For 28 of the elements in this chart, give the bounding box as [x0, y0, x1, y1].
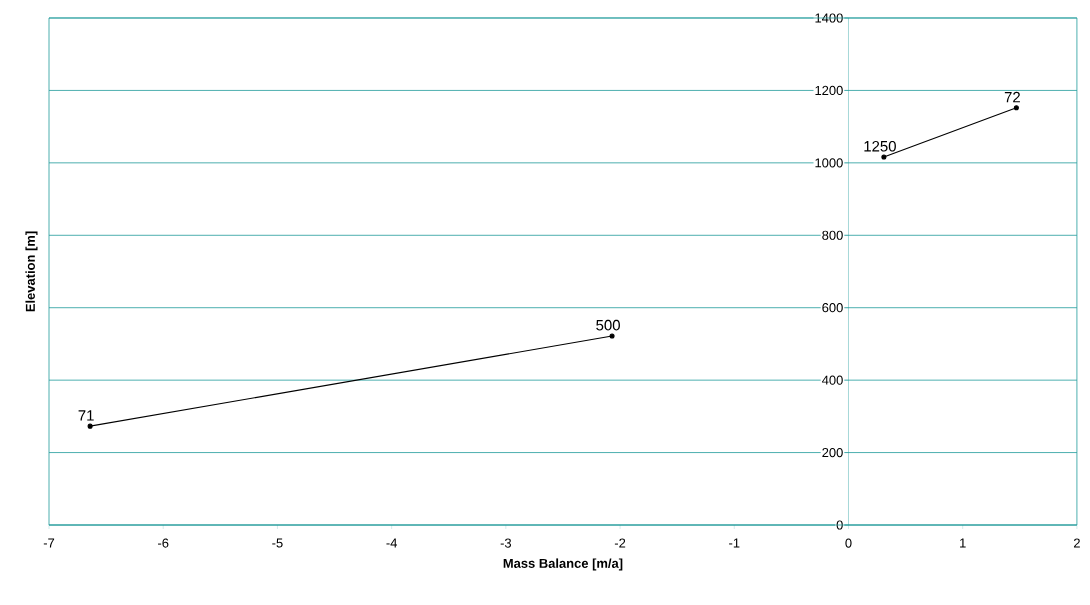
x-axis-title: Mass Balance [m/a]	[503, 558, 623, 571]
annotation: 71	[78, 410, 94, 421]
y-tick-label: 1000	[815, 158, 843, 168]
y-tick-label: 1400	[815, 13, 843, 23]
x-tick-label: 0	[845, 538, 852, 548]
annotation: 1250	[864, 140, 896, 152]
x-tick-label: -1	[729, 538, 740, 548]
point	[1013, 105, 1019, 111]
y-tick-label: 1200	[815, 85, 843, 96]
y-axis-title: Elevation [m]	[25, 231, 38, 312]
x-tick-label: 2	[1073, 538, 1080, 548]
y-tick-label: 600	[822, 303, 843, 313]
point	[881, 154, 887, 160]
x-tick-label: -6	[158, 538, 169, 548]
x-tick-label: -2	[614, 538, 626, 548]
y-tick-label: 200	[822, 447, 843, 458]
y-tick-label: 400	[821, 375, 843, 385]
x-tick-label: -3	[500, 538, 512, 548]
x-tick-label: -7	[43, 538, 55, 548]
y-tick-label: 0	[836, 520, 843, 530]
point	[87, 423, 93, 429]
annotation: 72	[1004, 91, 1020, 103]
y-tick-label: 800	[822, 230, 843, 240]
x-tick-label: 1	[960, 538, 966, 548]
x-tick-label: -5	[272, 538, 283, 548]
annotation: 500	[596, 319, 620, 331]
x-tick-label: -4	[386, 538, 398, 548]
point	[609, 333, 615, 339]
